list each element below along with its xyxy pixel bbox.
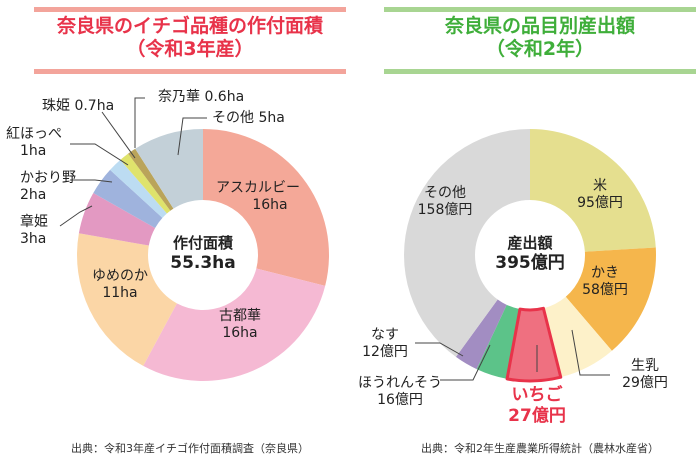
left-title-rule-bottom xyxy=(34,69,346,74)
donut-slice xyxy=(404,129,530,357)
donut-slice xyxy=(76,233,177,366)
donut-slice xyxy=(203,129,329,286)
left-title-rule-top xyxy=(34,7,346,12)
label-benihoppe: 紅ほっぺ 1ha xyxy=(6,126,62,159)
right-title-line1: 奈良県の品目別産出額 xyxy=(444,15,635,37)
donut-slice xyxy=(455,299,507,370)
left-donut xyxy=(76,129,329,382)
left-center-total: 作付面積 55.3ha xyxy=(170,234,236,273)
donut-slice xyxy=(530,129,656,252)
label-kaorino: かおり野 2ha xyxy=(20,170,76,203)
left-title: 奈良県のイチゴ品種の作付面積 （令和3年産） xyxy=(34,15,346,61)
left-source: 出典：令和3年産イチゴ作付面積調査（奈良県） xyxy=(71,442,309,455)
donut-slice xyxy=(543,296,612,378)
label-akihime: 章姫 3ha xyxy=(20,214,48,247)
left-title-line1: 奈良県のイチゴ品種の作付面積 xyxy=(56,15,323,37)
label-left-other: その他 5ha xyxy=(212,110,285,126)
donut-slice xyxy=(128,148,174,211)
label-yumenoka: ゆめのか 11ha xyxy=(92,268,148,301)
right-center-total: 産出額 395億円 xyxy=(495,234,565,273)
leader-lines xyxy=(59,97,610,381)
right-source: 出典：令和2年生産農業所得統計（農林水産省） xyxy=(421,442,659,455)
label-spinach: ほうれんそう 16億円 xyxy=(358,375,442,408)
left-title-line2: （令和3年産） xyxy=(126,38,254,60)
donut-slice xyxy=(93,169,163,228)
label-nanoka: 奈乃華 0.6ha xyxy=(158,89,245,105)
label-tamahime: 珠姫 0.7ha xyxy=(42,98,115,114)
right-donut xyxy=(404,129,656,383)
right-title-rule-top xyxy=(384,7,696,12)
label-milk: 生乳 29億円 xyxy=(622,358,668,391)
label-persimmon: かき 58億円 xyxy=(582,265,628,298)
right-title-line2: （令和2年） xyxy=(485,38,595,60)
donut-slice xyxy=(78,193,156,246)
label-right-other: その他 158億円 xyxy=(417,185,473,218)
label-kotoka: 古都華 16ha xyxy=(219,308,261,341)
label-ascarubi: アスカルビー 16ha xyxy=(216,180,300,213)
donut-slice xyxy=(505,306,563,383)
right-title: 奈良県の品目別産出額 （令和2年） xyxy=(384,15,696,61)
donut-slice xyxy=(143,268,326,382)
donut-slice xyxy=(110,159,167,218)
right-title-rule-bottom xyxy=(384,69,696,74)
donut-slice xyxy=(135,129,203,209)
label-rice: 米 95億円 xyxy=(577,178,623,211)
label-strawberry: いちご 27億円 xyxy=(508,385,566,426)
donut-slice xyxy=(565,247,656,351)
donut-slice xyxy=(120,153,171,214)
label-eggplant: なす 12億円 xyxy=(362,327,408,360)
